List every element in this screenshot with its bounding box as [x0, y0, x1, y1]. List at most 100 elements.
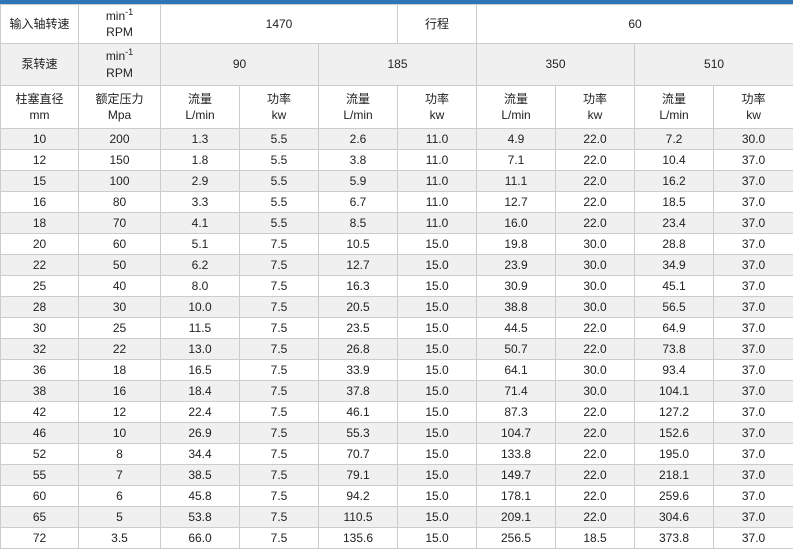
cell: 52: [0, 443, 79, 465]
cell: 37.0: [713, 212, 793, 234]
header-line2: L/min: [185, 108, 215, 122]
power-header: 功率 kw: [239, 85, 319, 129]
cell: 16.2: [634, 170, 715, 192]
cell: 7.1: [476, 149, 557, 171]
cell: 37.0: [713, 485, 793, 507]
table-row: 46 10 26.9 7.5 55.3 15.0 104.7 22.0 152.6 37.0: [0, 422, 793, 444]
header-line2: kw: [271, 108, 287, 122]
cell: 4.9: [476, 128, 557, 150]
cell: 7.5: [239, 233, 319, 255]
cell: 56.5: [634, 296, 715, 318]
cell: 6.2: [160, 254, 240, 276]
cell: 55: [0, 464, 79, 486]
cell: 22.0: [555, 170, 636, 192]
cell: 18: [78, 359, 161, 381]
header-line1: 额定压力: [95, 91, 144, 106]
cell: 7.5: [239, 254, 319, 276]
cell: 30.0: [555, 296, 636, 318]
table-row: 18 70 4.1 5.5 8.5 11.0 16.0 22.0 23.4 37.0: [0, 212, 793, 234]
cell: 18.5: [555, 527, 636, 549]
header-line1: 柱塞直径: [15, 91, 64, 106]
cell: 100: [78, 170, 161, 192]
cell: 18.4: [160, 380, 240, 402]
cell: 218.1: [634, 464, 715, 486]
header-line1: 功率: [741, 91, 766, 106]
cell: 15.0: [397, 296, 478, 318]
unit-base: min: [105, 8, 126, 23]
header-line1: 功率: [266, 91, 291, 106]
table-row: 20 60 5.1 7.5 10.5 15.0 19.8 30.0 28.8 37.0: [0, 233, 793, 255]
cell: 22.0: [555, 191, 636, 213]
cell: 7.5: [239, 296, 319, 318]
cell: 25: [78, 317, 161, 339]
cell: 18: [0, 212, 79, 234]
cell: 80: [78, 191, 161, 213]
cell: 209.1: [476, 506, 557, 528]
cell: 22.0: [555, 338, 636, 360]
cell: 6: [78, 485, 161, 507]
cell: 7.5: [239, 443, 319, 465]
cell: 11.0: [397, 212, 478, 234]
cell: 7.5: [239, 464, 319, 486]
cell: 45.1: [634, 275, 715, 297]
table-row: 12 150 1.8 5.5 3.8 11.0 7.1 22.0 10.4 37.0: [0, 149, 793, 171]
cell: 7.5: [239, 401, 319, 423]
cell: 15.0: [397, 506, 478, 528]
cell: 38.5: [160, 464, 240, 486]
cell: 93.4: [634, 359, 715, 381]
cell: 37.0: [713, 506, 793, 528]
table-row: 25 40 8.0 7.5 16.3 15.0 30.9 30.0 45.1 37.0: [0, 275, 793, 297]
cell: 32: [0, 338, 79, 360]
header-line2: mm: [29, 108, 50, 122]
cell: 37.8: [317, 380, 399, 402]
cell: 110.5: [317, 506, 399, 528]
cell: 73.8: [634, 338, 715, 360]
cell: 15.0: [397, 254, 478, 276]
cell: 30.9: [476, 275, 557, 297]
cell: 11.1: [476, 170, 557, 192]
unit-rpm: RPM: [106, 65, 133, 80]
power-header: 功率 kw: [713, 85, 793, 129]
cell: 133.8: [476, 443, 557, 465]
cell: 42: [0, 401, 79, 423]
cell: 53.8: [160, 506, 240, 528]
table-row: 36 18 16.5 7.5 33.9 15.0 64.1 30.0 93.4 37.0: [0, 359, 793, 381]
cell: 40: [78, 275, 161, 297]
cell: 37.0: [713, 170, 793, 192]
cell: 30.0: [555, 254, 636, 276]
cell: 7.5: [239, 506, 319, 528]
cell: 70.7: [317, 443, 399, 465]
cell: 26.8: [317, 338, 399, 360]
cell: 10.5: [317, 233, 399, 255]
cell: 178.1: [476, 485, 557, 507]
cell: 22.0: [555, 506, 636, 528]
cell: 55.3: [317, 422, 399, 444]
header-line1: 功率: [583, 91, 608, 106]
table-row: 22 50 6.2 7.5 12.7 15.0 23.9 30.0 34.9 37.0: [0, 254, 793, 276]
table-row: 65 5 53.8 7.5 110.5 15.0 209.1 22.0 304.6 37.0: [0, 506, 793, 528]
header-line2: kw: [587, 108, 603, 122]
cell: 3.3: [160, 191, 240, 213]
cell: 38: [0, 380, 79, 402]
cell: 18.5: [634, 191, 715, 213]
cell: 12: [78, 401, 161, 423]
cell: 60: [0, 485, 79, 507]
cell: 5: [78, 506, 161, 528]
cell: 22.0: [555, 443, 636, 465]
cell: 15.0: [397, 464, 478, 486]
header-line1: 流量: [504, 91, 529, 106]
cell: 7.5: [239, 275, 319, 297]
cell: 38.8: [476, 296, 557, 318]
cell: 15.0: [397, 338, 478, 360]
cell: 37.0: [713, 149, 793, 171]
cell: 30.0: [713, 128, 793, 150]
unit-superscript: -1: [125, 47, 134, 58]
cell: 15.0: [397, 275, 478, 297]
cell: 2.6: [317, 128, 399, 150]
cell: 10.0: [160, 296, 240, 318]
cell: 34.9: [634, 254, 715, 276]
cell: 30: [78, 296, 161, 318]
cell: 22.0: [555, 485, 636, 507]
table-row: 16 80 3.3 5.5 6.7 11.0 12.7 22.0 18.5 37.0: [0, 191, 793, 213]
flow-header: 流量 L/min: [634, 85, 715, 129]
